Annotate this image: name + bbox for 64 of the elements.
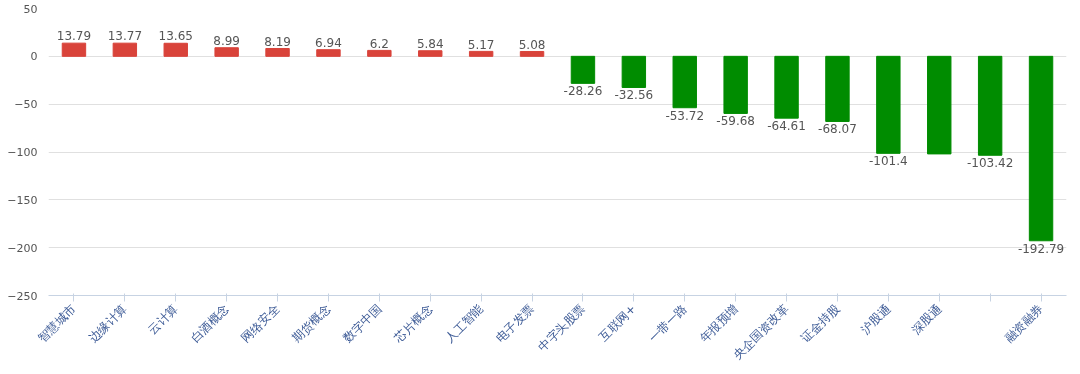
y-tick-label: −100 — [7, 146, 38, 159]
data-label: -101.4 — [869, 154, 908, 169]
bar — [418, 50, 443, 57]
bar — [876, 55, 901, 154]
data-label: 6.94 — [315, 35, 342, 50]
data-label: -28.26 — [563, 84, 603, 99]
x-tick-label: 网络安全 — [238, 301, 283, 346]
bar — [672, 55, 697, 109]
bar — [112, 42, 138, 57]
bar — [774, 55, 799, 119]
x-tick-label: 智慧城市 — [35, 301, 79, 346]
x-tick-label: 云计算 — [145, 301, 181, 337]
y-tick-label: −50 — [14, 98, 38, 112]
x-tick-label: 中字头股票 — [535, 301, 588, 354]
bar — [1028, 55, 1054, 242]
x-tick-label: 白酒概念 — [187, 301, 232, 346]
data-label: 13.77 — [107, 29, 143, 44]
data-label: 13.79 — [56, 29, 92, 44]
data-label: 5.17 — [467, 37, 495, 52]
y-tick-label: −150 — [7, 193, 38, 207]
x-tick-label: 电子发票 — [493, 301, 537, 346]
bar — [570, 55, 596, 84]
data-label: -53.72 — [665, 108, 705, 123]
data-label: -68.07 — [818, 122, 857, 137]
bar — [468, 50, 494, 57]
x-tick-label: 年报预增 — [696, 301, 741, 346]
bar — [214, 47, 239, 57]
x-tick-label: 期货概念 — [289, 301, 334, 346]
bar — [621, 55, 647, 88]
x-tick-label: 数字中国 — [340, 301, 385, 346]
x-tick-label: 人工智能 — [442, 301, 487, 346]
bar — [316, 49, 341, 57]
x-tick-label: 融资融券 — [1002, 301, 1046, 346]
y-tick-label: −200 — [7, 241, 38, 255]
bar — [367, 49, 392, 57]
x-tick-label: 芯片概念 — [390, 301, 436, 347]
x-tick-label: 互联网+ — [596, 301, 639, 345]
bar — [825, 55, 850, 122]
x-tick-label: 一带一路 — [645, 301, 690, 346]
data-label: 6.2 — [369, 36, 389, 51]
data-label: -59.68 — [716, 114, 755, 129]
data-label: 13.65 — [158, 29, 193, 44]
data-label: 8.99 — [213, 33, 241, 48]
y-tick-label: 0 — [30, 50, 38, 64]
x-tick-label: 证金持股 — [798, 301, 843, 346]
data-label: 5.84 — [416, 36, 444, 51]
data-label: 8.19 — [264, 34, 291, 49]
data-label: -103.42 — [966, 156, 1014, 171]
y-tick-label: −250 — [7, 289, 38, 303]
y-tick-label: 50 — [23, 2, 38, 16]
bar — [927, 55, 952, 155]
data-label: 5.08 — [518, 37, 546, 52]
bar — [61, 42, 87, 57]
data-label: -64.61 — [767, 119, 806, 134]
bar — [519, 50, 545, 57]
bar — [163, 42, 188, 57]
bar — [977, 55, 1003, 156]
x-tick-label: 沪股通 — [857, 301, 894, 337]
bar — [723, 55, 748, 114]
data-label: -32.56 — [614, 88, 654, 103]
data-label: -192.79 — [1017, 241, 1065, 256]
bar — [265, 48, 290, 57]
x-tick-label: 边缘计算 — [85, 301, 130, 346]
x-tick-label: 深股通 — [908, 301, 945, 337]
